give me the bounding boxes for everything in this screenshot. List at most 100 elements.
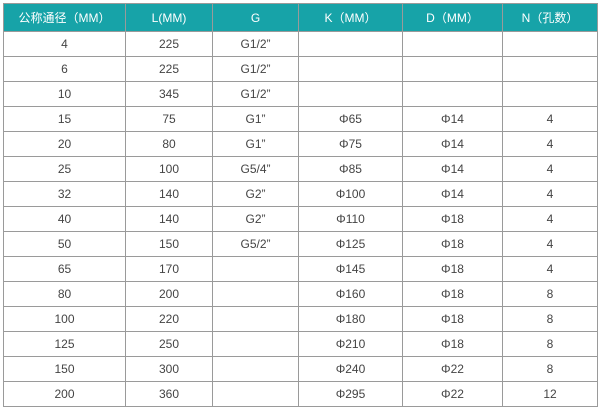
cell-d-dimension: Φ18: [402, 281, 503, 307]
cell-d-dimension: Φ18: [402, 256, 503, 282]
cell-k-dimension: Φ160: [298, 281, 403, 307]
cell-k-dimension: Φ75: [298, 131, 403, 157]
cell-hole-count: 4: [502, 181, 598, 207]
cell-hole-count: [502, 56, 598, 82]
cell-nominal-diameter: 150: [3, 356, 126, 382]
header-thread: G: [212, 3, 299, 32]
cell-length: 170: [125, 256, 213, 282]
table-row: 65 170 Φ145 Φ18 4: [3, 256, 598, 282]
cell-hole-count: 4: [502, 131, 598, 157]
cell-length: 80: [125, 131, 213, 157]
table-row: 10 345 G1/2”: [3, 81, 598, 107]
table-row: 150 300 Φ240 Φ22 8: [3, 356, 598, 382]
cell-d-dimension: Φ18: [402, 331, 503, 357]
cell-k-dimension: Φ100: [298, 181, 403, 207]
table-row: 100 220 Φ180 Φ18 8: [3, 306, 598, 332]
cell-k-dimension: [298, 31, 403, 57]
header-row: 公称通径（MM） L(MM) G K（MM） D（MM） N（孔数）: [3, 3, 598, 32]
cell-hole-count: 12: [502, 381, 598, 407]
cell-length: 140: [125, 181, 213, 207]
header-k-dimension: K（MM）: [298, 3, 403, 32]
cell-hole-count: [502, 81, 598, 107]
table-row: 15 75 G1” Φ65 Φ14 4: [3, 106, 598, 132]
cell-nominal-diameter: 20: [3, 131, 126, 157]
table-row: 200 360 Φ295 Φ22 12: [3, 381, 598, 407]
cell-length: 100: [125, 156, 213, 182]
cell-hole-count: 8: [502, 331, 598, 357]
cell-hole-count: 4: [502, 206, 598, 232]
cell-d-dimension: [402, 56, 503, 82]
cell-nominal-diameter: 50: [3, 231, 126, 257]
cell-length: 225: [125, 31, 213, 57]
cell-hole-count: [502, 31, 598, 57]
cell-k-dimension: [298, 81, 403, 107]
table-row: 25 100 G5/4” Φ85 Φ14 4: [3, 156, 598, 182]
cell-nominal-diameter: 4: [3, 31, 126, 57]
cell-k-dimension: Φ85: [298, 156, 403, 182]
header-d-dimension: D（MM）: [402, 3, 503, 32]
cell-length: 345: [125, 81, 213, 107]
cell-d-dimension: Φ14: [402, 131, 503, 157]
cell-thread: [212, 331, 299, 357]
cell-d-dimension: Φ18: [402, 306, 503, 332]
cell-k-dimension: Φ110: [298, 206, 403, 232]
cell-nominal-diameter: 40: [3, 206, 126, 232]
table-row: 80 200 Φ160 Φ18 8: [3, 281, 598, 307]
cell-d-dimension: Φ14: [402, 181, 503, 207]
cell-thread: [212, 306, 299, 332]
cell-thread: G1/2”: [212, 81, 299, 107]
cell-thread: G1”: [212, 131, 299, 157]
header-nominal-diameter: 公称通径（MM）: [3, 3, 126, 32]
cell-thread: G1/2”: [212, 31, 299, 57]
cell-thread: [212, 256, 299, 282]
cell-thread: G5/2”: [212, 231, 299, 257]
cell-length: 220: [125, 306, 213, 332]
cell-length: 150: [125, 231, 213, 257]
header-length: L(MM): [125, 3, 213, 32]
cell-nominal-diameter: 6: [3, 56, 126, 82]
cell-nominal-diameter: 25: [3, 156, 126, 182]
table-row: 125 250 Φ210 Φ18 8: [3, 331, 598, 357]
cell-nominal-diameter: 15: [3, 106, 126, 132]
table-row: 50 150 G5/2” Φ125 Φ18 4: [3, 231, 598, 257]
cell-k-dimension: Φ210: [298, 331, 403, 357]
cell-nominal-diameter: 65: [3, 256, 126, 282]
cell-d-dimension: Φ18: [402, 206, 503, 232]
cell-hole-count: 4: [502, 256, 598, 282]
cell-length: 250: [125, 331, 213, 357]
cell-nominal-diameter: 200: [3, 381, 126, 407]
cell-k-dimension: Φ145: [298, 256, 403, 282]
cell-length: 300: [125, 356, 213, 382]
cell-nominal-diameter: 125: [3, 331, 126, 357]
spec-table: 公称通径（MM） L(MM) G K（MM） D（MM） N（孔数） 4 225 G1/2” 6…: [3, 3, 598, 407]
cell-hole-count: 4: [502, 231, 598, 257]
cell-nominal-diameter: 80: [3, 281, 126, 307]
cell-thread: G5/4”: [212, 156, 299, 182]
cell-thread: [212, 356, 299, 382]
cell-thread: G2”: [212, 181, 299, 207]
table-row: 40 140 G2” Φ110 Φ18 4: [3, 206, 598, 232]
cell-length: 140: [125, 206, 213, 232]
cell-d-dimension: [402, 31, 503, 57]
cell-d-dimension: Φ22: [402, 381, 503, 407]
header-hole-count: N（孔数）: [502, 3, 598, 32]
table-row: 20 80 G1” Φ75 Φ14 4: [3, 131, 598, 157]
cell-hole-count: 8: [502, 306, 598, 332]
cell-d-dimension: [402, 81, 503, 107]
cell-thread: G1”: [212, 106, 299, 132]
cell-length: 225: [125, 56, 213, 82]
cell-d-dimension: Φ14: [402, 106, 503, 132]
cell-hole-count: 4: [502, 156, 598, 182]
cell-hole-count: 4: [502, 106, 598, 132]
cell-d-dimension: Φ18: [402, 231, 503, 257]
cell-nominal-diameter: 10: [3, 81, 126, 107]
cell-k-dimension: Φ65: [298, 106, 403, 132]
cell-hole-count: 8: [502, 356, 598, 382]
cell-k-dimension: Φ240: [298, 356, 403, 382]
table-row: 6 225 G1/2”: [3, 56, 598, 82]
table-row: 4 225 G1/2”: [3, 31, 598, 57]
cell-length: 75: [125, 106, 213, 132]
cell-d-dimension: Φ22: [402, 356, 503, 382]
cell-nominal-diameter: 32: [3, 181, 126, 207]
cell-d-dimension: Φ14: [402, 156, 503, 182]
